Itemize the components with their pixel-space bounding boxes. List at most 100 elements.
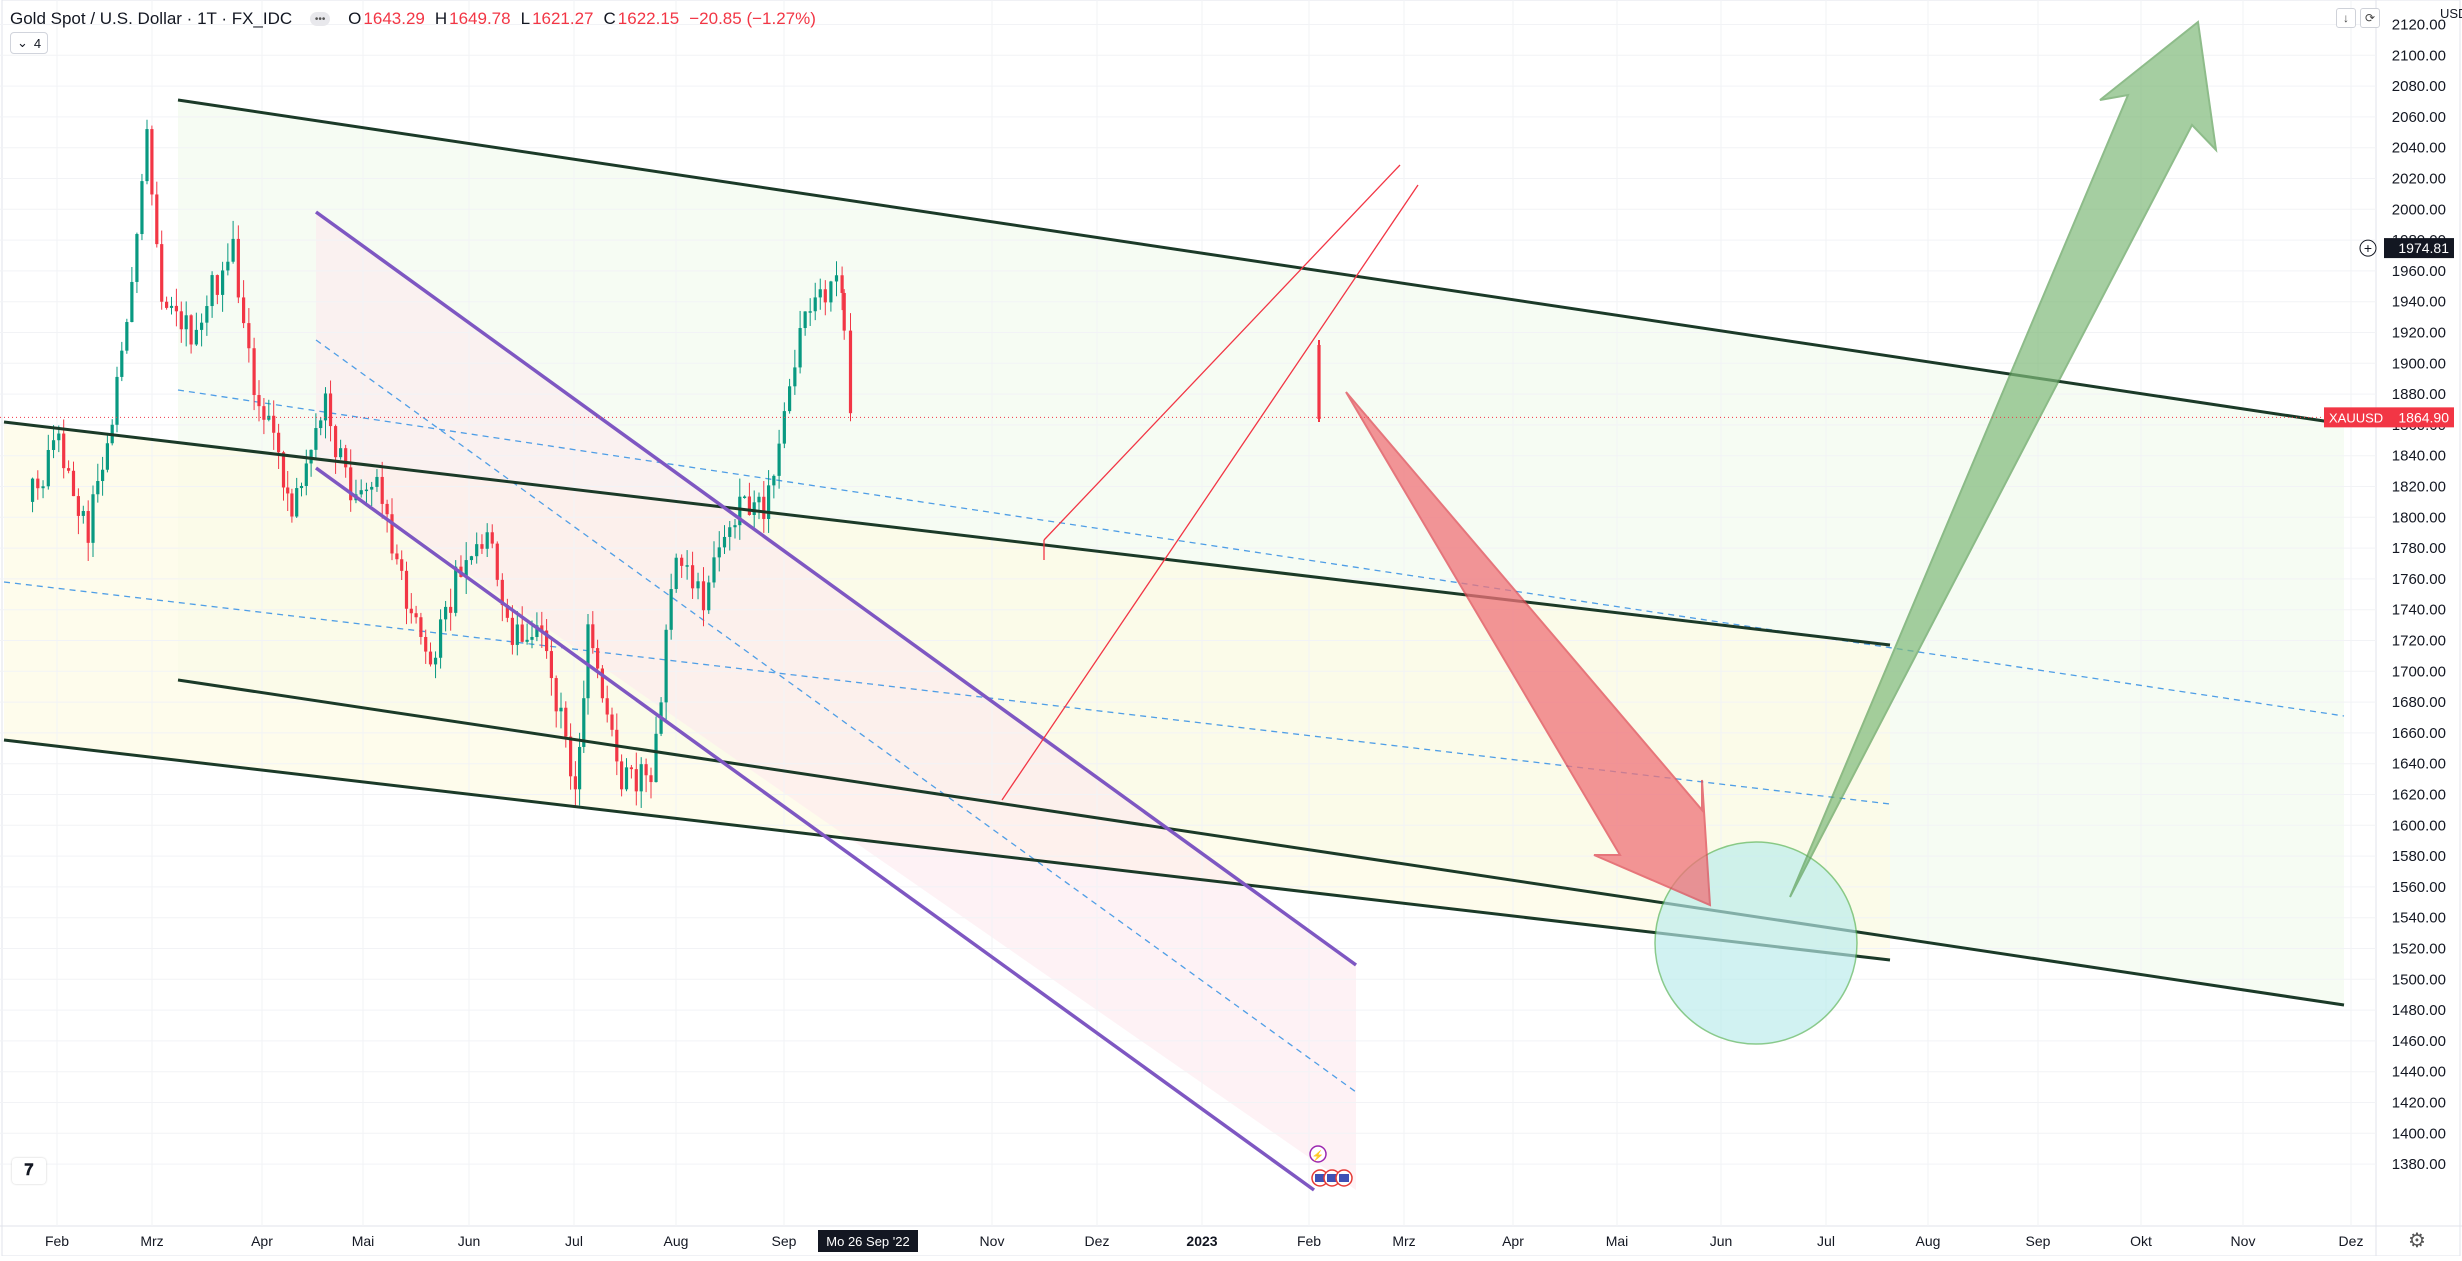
candle-body	[515, 624, 519, 645]
indicator-count: 4	[33, 35, 42, 51]
close-value: C 1622.15	[603, 9, 680, 28]
candle-body	[105, 443, 109, 470]
symbol-title[interactable]: Gold Spot / U.S. Dollar · 1T · FX_IDC	[10, 9, 293, 28]
candle-body	[277, 432, 281, 453]
candle-body	[520, 624, 524, 642]
currency-selector[interactable]: USD▾	[2440, 6, 2462, 21]
candle-body	[444, 606, 448, 620]
x-tick-label: Dez	[2339, 1233, 2364, 1249]
candle-body	[194, 329, 198, 345]
candle-body	[685, 565, 689, 567]
candle-body	[184, 315, 188, 330]
candle-body	[328, 393, 333, 427]
x-tick-label: 2023	[1186, 1233, 1217, 1249]
candle-body	[145, 129, 149, 182]
candle-body	[304, 463, 308, 486]
candle-body	[842, 292, 846, 331]
x-tick-label: Nov	[2231, 1233, 2256, 1249]
gear-icon[interactable]: ⚙	[2408, 1230, 2426, 1252]
inner-channel-top	[3, 420, 1891, 647]
price-label-value: 1864.90	[2398, 409, 2449, 425]
y-tick-label: 1920.00	[2392, 325, 2446, 342]
candle-body	[41, 486, 45, 489]
candle-body	[57, 433, 61, 441]
candle-body	[530, 636, 534, 640]
outer-midline	[177, 389, 2345, 717]
x-tick-label: Feb	[1297, 1233, 1321, 1249]
more-dots-icon[interactable]: •••	[310, 12, 331, 26]
candle-body	[150, 129, 154, 195]
candle-body	[738, 496, 742, 526]
x-tick-label: Okt	[2130, 1233, 2152, 1249]
candle-body	[76, 496, 80, 516]
candle-body	[808, 311, 812, 313]
candle-body	[424, 636, 428, 652]
price-axis: 1380.00 1400.00 1420.00 1440.00 1460.00 1480.…	[2392, 17, 2446, 1174]
candle-body	[707, 582, 711, 611]
candle-body	[51, 440, 56, 450]
x-tick-label: Nov	[980, 1233, 1005, 1249]
y-tick-label: 2080.00	[2392, 78, 2446, 95]
crosshair-date-box	[818, 1230, 918, 1252]
purple-channel-bottom	[314, 466, 1316, 1192]
candle-body	[290, 493, 294, 517]
x-tick-label: Aug	[1916, 1233, 1941, 1249]
candle-body	[690, 565, 695, 589]
candle-body	[573, 776, 577, 790]
candle-body	[624, 767, 629, 790]
indicator-toggle[interactable]: ⌄ 4	[10, 32, 49, 54]
y-tick-label: 1660.00	[2392, 725, 2446, 742]
candle-body	[743, 496, 747, 499]
flag-fill	[1339, 1174, 1349, 1182]
candle-body	[620, 761, 624, 790]
candle-body	[680, 557, 684, 566]
candle-body	[215, 275, 219, 295]
candle-body	[669, 589, 673, 630]
arrow-down-icon[interactable]: ↓	[2336, 8, 2356, 28]
x-tick-label: Apr	[251, 1233, 273, 1249]
candle-body	[454, 566, 458, 613]
candle-body	[500, 579, 504, 606]
y-tick-label: 1700.00	[2392, 663, 2446, 680]
candle-body	[140, 181, 144, 235]
candle-body	[639, 764, 643, 792]
candle-body	[505, 605, 509, 618]
candle-body	[286, 487, 290, 494]
wedge-top	[1043, 164, 1401, 541]
candle-body	[71, 470, 76, 497]
candle-body	[226, 261, 230, 271]
y-tick-label: 1460.00	[2392, 1033, 2446, 1050]
inner-midline	[3, 581, 1891, 805]
y-tick-label: 1380.00	[2392, 1156, 2446, 1173]
y-tick-label: 2120.00	[2392, 17, 2446, 34]
candle-body	[701, 581, 706, 611]
candle-body	[155, 194, 159, 245]
flag-fill	[1315, 1174, 1325, 1182]
candle-body	[390, 514, 394, 554]
y-tick-label: 2100.00	[2392, 47, 2446, 64]
candle-body	[540, 625, 544, 631]
candle-body	[596, 648, 600, 669]
candle-body	[91, 494, 95, 543]
candle-body	[247, 323, 251, 349]
add-alert-button	[2359, 239, 2377, 257]
crosshair-price-box	[2384, 238, 2454, 259]
candle-body	[210, 275, 214, 307]
candle-body	[395, 553, 399, 560]
candle-body	[569, 736, 573, 777]
candle-body	[189, 315, 193, 345]
refresh-icon[interactable]: ⟳	[2360, 8, 2380, 28]
y-tick-label: 1800.00	[2392, 509, 2446, 526]
candle-body	[370, 486, 374, 490]
candle-body	[600, 668, 604, 699]
candle-body	[495, 543, 499, 580]
candle-body	[101, 469, 105, 482]
candle-body	[349, 467, 353, 501]
candle-body	[578, 746, 582, 790]
y-tick-label: 1740.00	[2392, 602, 2446, 619]
candle-body	[130, 281, 134, 323]
candle-body	[712, 557, 716, 583]
tradingview-logo[interactable]: 𝟕	[12, 1158, 46, 1184]
